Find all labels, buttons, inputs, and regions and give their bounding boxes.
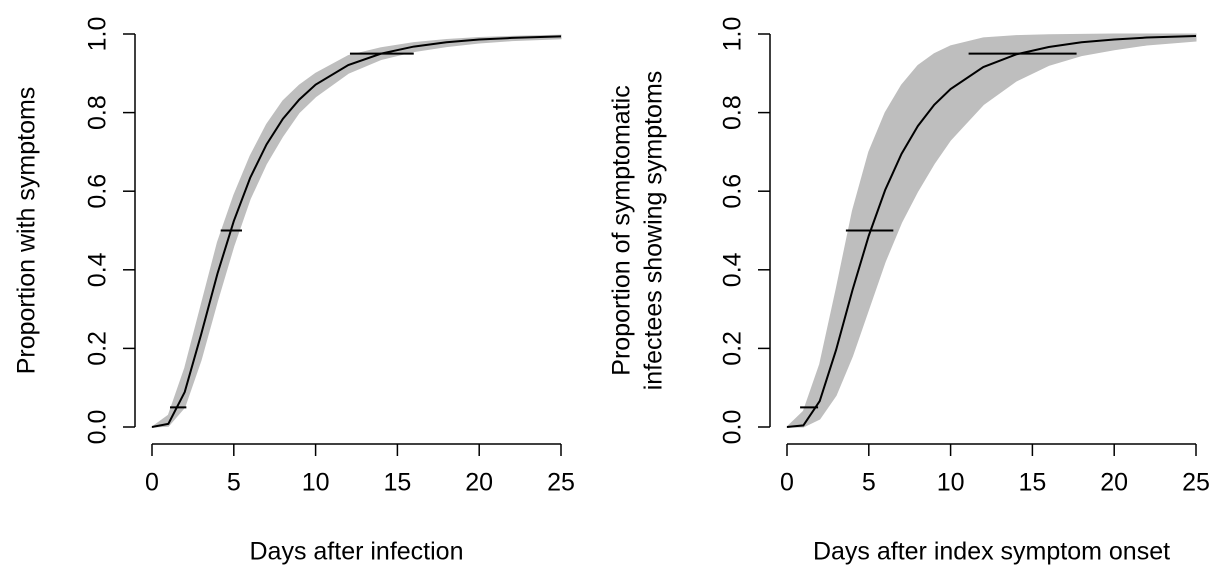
uncertainty-band [785, 33, 1197, 428]
x-axis-label: Days after infection [250, 538, 464, 566]
x-tick-label: 25 [547, 469, 575, 497]
y-tick-label: 0.0 [84, 410, 112, 445]
x-tick-label: 10 [937, 469, 965, 497]
y-tick-label: 0.4 [84, 252, 112, 287]
x-axis-label: Days after index symptom onset [813, 538, 1170, 566]
y-tick-label: 0.4 [719, 252, 747, 287]
x-tick-label: 20 [1100, 469, 1128, 497]
x-tick-label: 15 [383, 469, 411, 497]
x-tick-label: 20 [465, 469, 493, 497]
x-tick-label: 25 [1182, 469, 1210, 497]
x-tick-label: 0 [145, 469, 159, 497]
y-tick-label: 0.6 [719, 174, 747, 209]
y-tick-label: 1.0 [719, 17, 747, 52]
x-tick-label: 10 [302, 469, 330, 497]
uncertainty-band [150, 34, 562, 428]
y-tick-label: 0.8 [84, 95, 112, 130]
y-tick-label: 1.0 [84, 17, 112, 52]
cdf-curve [786, 34, 1197, 428]
x-tick-label: 5 [227, 469, 241, 497]
x-tick-label: 15 [1018, 469, 1046, 497]
x-tick-label: 5 [862, 469, 876, 497]
y-tick-label: 0.2 [719, 331, 747, 366]
y-tick-label: 0.8 [719, 95, 747, 130]
y-tick-label: 0.2 [84, 331, 112, 366]
y-axis-label: infectees showing symptoms [640, 71, 668, 391]
x-tick-label: 0 [780, 469, 794, 497]
y-tick-label: 0.6 [84, 174, 112, 209]
cdf-curve [151, 35, 562, 428]
y-tick-label: 0.0 [719, 410, 747, 445]
y-axis-label: Proportion with symptoms [13, 87, 41, 375]
y-axis-label: Proportion of symptomatic [608, 85, 636, 375]
